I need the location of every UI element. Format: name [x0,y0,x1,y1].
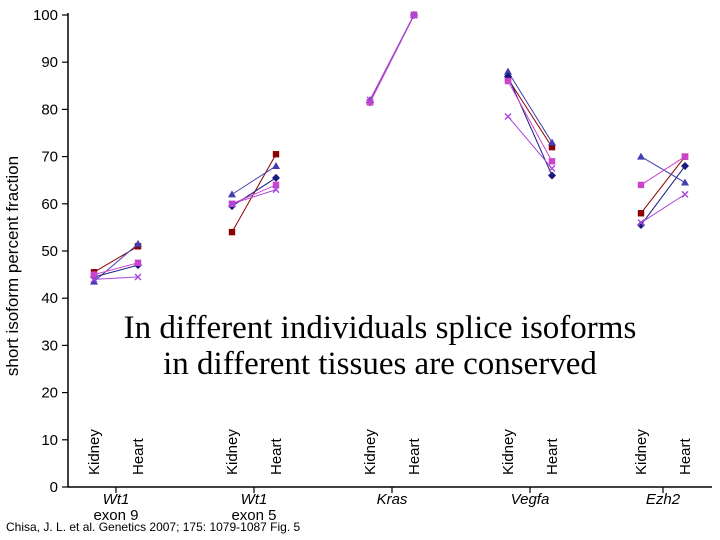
series-4-line [231,184,277,205]
series-1-point-kidney [228,228,236,236]
tissue-label-heart: Heart [677,437,694,475]
series-1-line [507,78,553,148]
y-tick-label: 30 [41,337,58,354]
series-5-point-heart [548,164,556,172]
series-3-point-kidney [637,221,645,230]
series-2-point-heart [548,138,556,146]
series-5-point-kidney [90,275,98,283]
series-4-point-kidney [637,181,645,189]
tissue-label-kidney: Kidney [500,429,517,475]
series-1-line [231,153,277,233]
series-2-point-heart [272,162,280,170]
series-2-line [507,71,553,143]
series-2-line [93,243,139,283]
y-tick-label: 70 [41,149,58,166]
series-1-point-heart [272,151,280,158]
series-5-point-kidney [504,112,512,120]
gene-label: Vegfa [511,491,550,508]
series-5-point-kidney [366,96,374,104]
y-tick-label: 40 [41,290,58,307]
tissue-label-kidney: Kidney [86,429,103,475]
series-2-point-heart [681,178,689,186]
series-5-point-kidney [637,219,645,227]
series-4-line [93,262,139,276]
y-tick-label: 20 [41,385,58,402]
series-1-point-heart [548,143,556,151]
series-5-point-heart [681,190,689,198]
y-axis-label: short isoform percent fraction [3,156,22,376]
overlay-title-line-2: in different tissues are conserved [163,346,597,382]
series-2-line [640,156,686,183]
series-3-line [640,165,686,226]
y-tick-label: 60 [41,196,58,213]
series-5-line [231,189,277,205]
tissue-label-heart: Heart [130,437,147,475]
series-5-point-heart [410,11,418,19]
gene-label: Kras [377,491,408,508]
y-tick-label: 50 [41,243,58,260]
series-4-point-heart [548,158,556,165]
series-3-line [93,264,139,278]
citation: Chisa, J. L. et al. Genetics 2007; 175: … [6,520,301,534]
series-1-line [640,156,686,214]
y-tick-label: 100 [33,7,58,24]
tissue-label-heart: Heart [268,437,285,475]
series-4-point-heart [134,259,142,266]
gene-label: Wt1 [241,491,268,508]
series-2-point-kidney [228,190,236,198]
series-5-point-kidney [228,200,236,208]
series-5-line [640,193,686,224]
series-3-point-heart [272,173,280,182]
series-3-point-heart [681,162,689,171]
series-2-point-heart [134,239,142,247]
series-4-point-heart [681,153,689,160]
series-2-point-kidney [637,152,645,160]
y-tick-label: 10 [41,432,58,449]
series-2-point-kidney [504,67,512,75]
gene-label: Wt1 [103,491,130,508]
tissue-label-kidney: Kidney [224,429,241,475]
tissue-label-kidney: Kidney [362,429,379,475]
y-tick-label: 90 [41,54,58,71]
series-1-point-kidney [637,210,645,217]
series-3-point-heart [548,171,556,180]
overlay-title-line-1: In different individuals splice isoforms [123,310,637,346]
series-4-point-kidney [90,271,98,278]
y-tick-label: 80 [41,101,58,118]
tissue-label-heart: Heart [406,437,423,475]
tissue-label-heart: Heart [544,437,561,475]
series-5-point-heart [272,186,280,194]
series-4-point-heart [272,181,280,189]
series-2-point-kidney [90,277,98,285]
series-3-line [507,76,553,176]
series-5-line [93,276,139,280]
series-5-point-heart [134,273,142,281]
gene-label: Ezh2 [646,491,681,508]
series-4-point-kidney [366,99,374,106]
series-2-line [231,165,277,195]
gene-sublabel: exon 9 [93,507,138,524]
series-5-line [507,116,553,169]
tissue-label-kidney: Kidney [633,429,650,475]
series-4-point-kidney [504,77,512,85]
y-tick-label: 0 [50,479,58,496]
series-4-line [640,156,686,186]
gene-sublabel: exon 5 [231,507,276,524]
series-4-line [507,80,553,162]
series-5-line [369,14,415,101]
